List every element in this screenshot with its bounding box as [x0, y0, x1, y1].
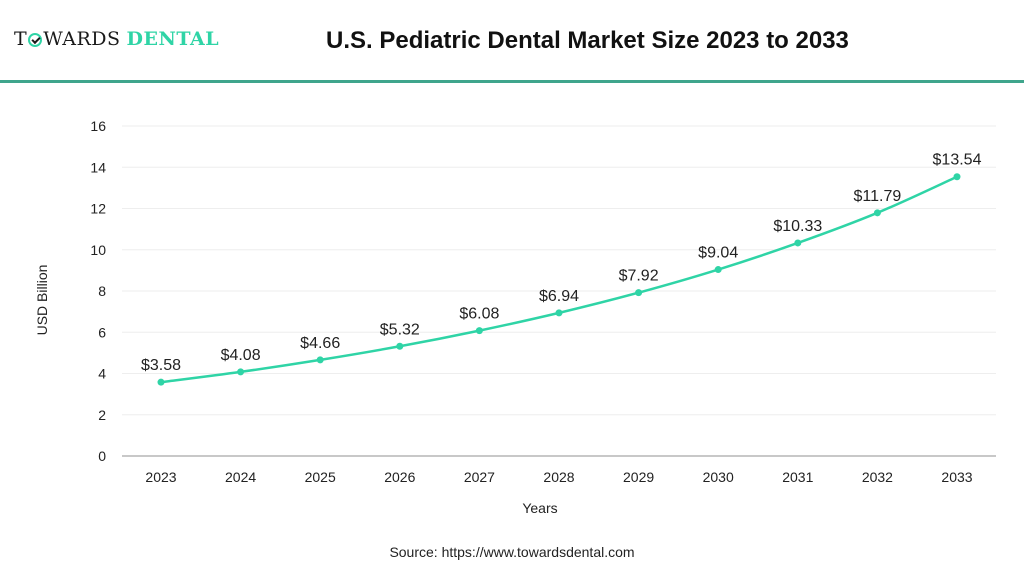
y-tick-label: 10	[90, 242, 106, 258]
data-label: $11.79	[854, 188, 902, 205]
data-point	[555, 309, 563, 317]
header-divider	[0, 80, 1024, 83]
y-axis-label: USD Billion	[34, 265, 50, 336]
data-label: $13.54	[933, 152, 982, 169]
source-note: Source: https://www.towardsdental.com	[389, 544, 635, 560]
data-point	[475, 327, 483, 335]
data-label: $9.04	[698, 245, 738, 262]
data-point	[396, 342, 404, 350]
series-line	[160, 175, 958, 384]
series-line-group	[157, 173, 961, 386]
data-point	[953, 173, 961, 181]
x-tick-label: 2024	[225, 469, 256, 485]
logo-text-dental: DENTAL	[126, 28, 220, 50]
x-tick-label: 2031	[782, 469, 813, 485]
gridlines	[122, 125, 996, 457]
y-tick-label: 6	[98, 324, 106, 340]
data-point	[714, 266, 722, 274]
logo-text-wards: WARDS	[43, 28, 121, 50]
x-tick-label: 2025	[305, 469, 336, 485]
x-axis-label: Years	[522, 500, 557, 516]
x-tick-label: 2026	[384, 469, 415, 485]
data-point	[873, 209, 881, 217]
data-label: $10.33	[773, 218, 822, 235]
data-label: $6.94	[539, 288, 579, 305]
data-point	[316, 356, 324, 364]
x-tick-label: 2029	[623, 469, 654, 485]
chart-title: U.S. Pediatric Dental Market Size 2023 t…	[326, 27, 849, 54]
y-tick-label: 8	[98, 283, 106, 299]
data-point	[794, 239, 802, 247]
y-axis-ticks: 0 2 4 6 8 10 12 14 16	[90, 118, 106, 464]
data-label: $7.92	[619, 268, 659, 285]
x-tick-label: 2023	[145, 469, 176, 485]
data-labels: $3.58 $4.08 $4.66 $5.32 $6.08 $6.94 $7.92 $9.04…	[141, 152, 982, 374]
y-tick-label: 16	[90, 118, 106, 134]
data-point	[157, 378, 165, 386]
logo-text-t: T	[14, 28, 28, 50]
x-tick-label: 2028	[543, 469, 574, 485]
y-tick-label: 4	[98, 366, 106, 382]
y-tick-label: 12	[90, 201, 106, 217]
brand-logo: T WARDS DENTAL	[14, 28, 219, 50]
data-point	[635, 289, 643, 297]
data-label: $6.08	[459, 306, 499, 323]
x-tick-label: 2032	[862, 469, 893, 485]
data-label: $4.66	[300, 335, 340, 352]
x-axis-ticks: 2023 2024 2025 2026 2027 2028 2029 2030 2031 2032…	[145, 469, 972, 485]
data-label: $3.58	[141, 357, 181, 374]
y-tick-label: 14	[90, 159, 106, 175]
checkmark-circle-icon	[28, 33, 43, 47]
data-label: $4.08	[221, 347, 261, 364]
data-label: $5.32	[380, 321, 420, 338]
x-tick-label: 2033	[941, 469, 972, 485]
data-point	[237, 368, 245, 376]
y-tick-label: 0	[98, 448, 106, 464]
y-tick-label: 2	[98, 407, 106, 423]
x-tick-label: 2030	[703, 469, 734, 485]
x-tick-label: 2027	[464, 469, 495, 485]
